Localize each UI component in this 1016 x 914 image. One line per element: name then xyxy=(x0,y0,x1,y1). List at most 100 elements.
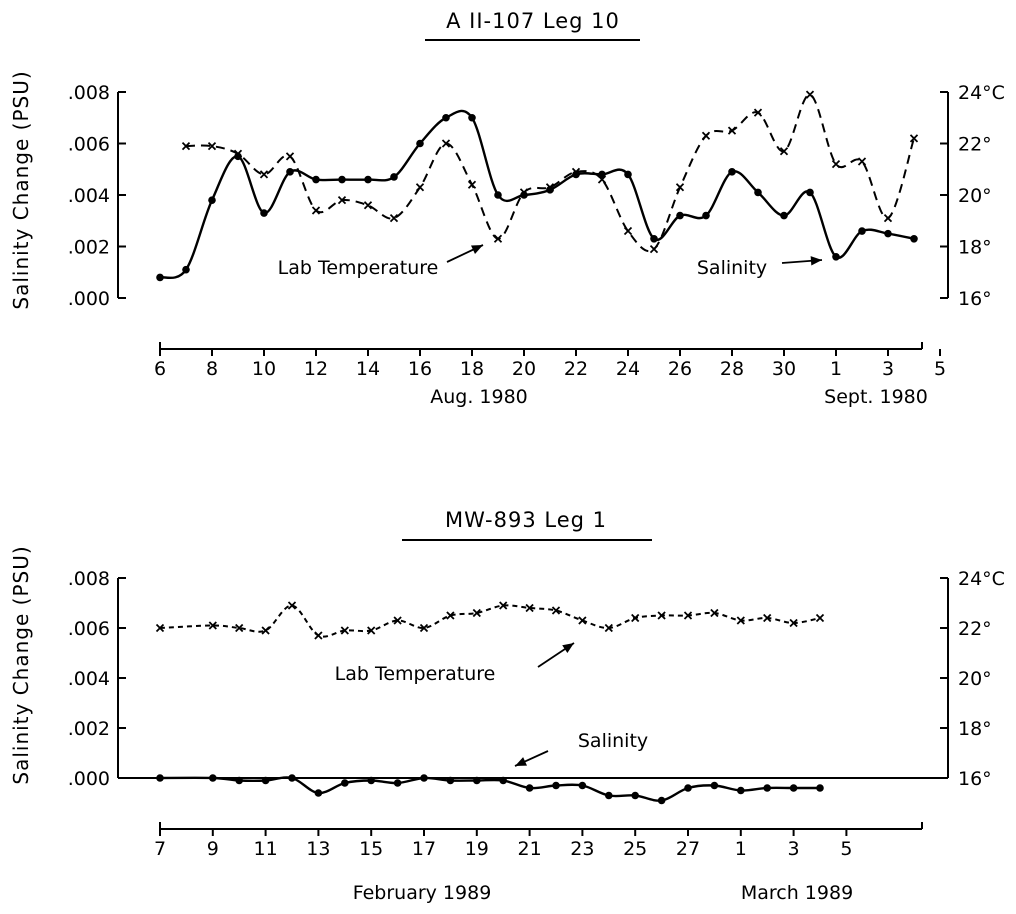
data-point-lab-temperature xyxy=(499,601,508,610)
marker-stroke xyxy=(710,608,719,618)
data-point-salinity xyxy=(261,776,270,785)
data-point-lab-temperature xyxy=(578,616,587,625)
data-point-lab-temperature xyxy=(815,613,825,623)
data-point-salinity xyxy=(235,776,243,785)
data-point-lab-temperature xyxy=(208,621,217,630)
data-point-lab-temperature xyxy=(701,131,711,140)
x-tick-label: 1 xyxy=(735,838,747,860)
marker-stroke xyxy=(287,601,297,610)
data-point-lab-temperature xyxy=(261,626,270,635)
y-tick-label: .000 xyxy=(68,768,110,790)
data-point-salinity xyxy=(208,196,216,204)
x-tick-label: 25 xyxy=(623,838,647,860)
data-point-lab-temperature xyxy=(597,175,607,184)
x-month-label: February 1989 xyxy=(353,882,492,904)
y-tick-label: .008 xyxy=(68,82,110,104)
data-point-salinity xyxy=(624,170,632,179)
x-month-label: March 1989 xyxy=(741,882,853,904)
marker-stroke xyxy=(393,616,402,625)
data-point-salinity xyxy=(314,789,323,797)
y2-tick-label: 18° xyxy=(958,718,992,740)
data-point-salinity xyxy=(420,774,428,782)
data-point-lab-temperature xyxy=(340,626,349,635)
data-point-lab-temperature xyxy=(467,180,477,189)
data-point-lab-temperature xyxy=(363,201,373,210)
y2-tick-label: 20° xyxy=(958,185,992,207)
data-point-salinity xyxy=(364,175,372,184)
data-point-salinity xyxy=(763,784,771,792)
marker-stroke xyxy=(337,196,347,205)
series-line-lab-temperature xyxy=(159,604,821,638)
data-point-lab-temperature xyxy=(779,147,789,156)
marker-stroke xyxy=(675,183,685,192)
y-tick-label: .002 xyxy=(68,718,110,740)
x-tick-label: 8 xyxy=(206,358,218,380)
x-tick-label: 1 xyxy=(830,358,842,380)
marker-stroke xyxy=(763,613,772,623)
y2-tick-label: 16° xyxy=(958,288,992,310)
x-tick-label: 23 xyxy=(570,838,594,860)
marker-stroke xyxy=(446,611,455,620)
data-point-salinity xyxy=(341,779,349,787)
marker-stroke xyxy=(649,244,659,254)
data-point-salinity xyxy=(286,168,294,176)
data-point-salinity xyxy=(525,784,534,792)
x-tick-label: 30 xyxy=(772,358,796,380)
y-tick-label: .006 xyxy=(68,134,110,156)
data-point-salinity xyxy=(338,175,346,184)
data-point-lab-temperature xyxy=(311,206,321,215)
data-point-salinity xyxy=(156,273,164,282)
marker-stroke xyxy=(415,183,425,192)
data-point-salinity xyxy=(676,211,684,220)
x-tick-label: 20 xyxy=(512,358,536,380)
data-point-salinity xyxy=(260,209,268,217)
data-point-lab-temperature xyxy=(883,214,893,223)
y2-tick-label: 20° xyxy=(958,668,992,690)
data-point-lab-temperature xyxy=(367,626,376,635)
data-point-salinity xyxy=(605,791,613,800)
x-tick-label: 5 xyxy=(840,838,852,860)
marker-stroke xyxy=(701,131,711,140)
data-point-salinity xyxy=(393,779,402,787)
marker-stroke xyxy=(367,626,376,635)
data-point-lab-temperature xyxy=(649,244,659,254)
marker-stroke xyxy=(155,623,165,633)
marker-stroke xyxy=(578,616,587,625)
marker-stroke xyxy=(779,147,789,156)
marker-stroke xyxy=(789,618,798,628)
data-point-lab-temperature xyxy=(314,631,323,640)
marker-stroke xyxy=(419,623,429,633)
marker-stroke xyxy=(181,141,191,151)
x-tick-label: 7 xyxy=(154,838,166,860)
data-point-salinity xyxy=(858,227,866,235)
annotation-arrowhead xyxy=(471,245,483,254)
y-tick-label: .002 xyxy=(68,237,110,259)
data-point-salinity xyxy=(552,781,560,790)
marker-stroke xyxy=(441,139,451,148)
data-point-lab-temperature xyxy=(233,149,243,158)
data-point-lab-temperature xyxy=(753,108,763,117)
marker-stroke xyxy=(736,616,745,625)
marker-stroke xyxy=(883,214,893,223)
marker-stroke xyxy=(207,141,217,151)
y-tick-label: .008 xyxy=(68,568,110,590)
y-tick-label: .000 xyxy=(68,288,110,310)
data-point-salinity xyxy=(910,234,918,243)
data-point-salinity xyxy=(442,113,450,122)
x-month-label: Aug. 1980 xyxy=(430,386,528,408)
series-line-salinity xyxy=(159,109,915,280)
data-point-lab-temperature xyxy=(657,611,666,620)
data-point-lab-temperature xyxy=(207,141,217,151)
marker-stroke xyxy=(727,126,737,135)
x-tick-label: 19 xyxy=(465,838,489,860)
data-point-lab-temperature xyxy=(285,152,295,161)
data-point-salinity xyxy=(737,786,745,795)
series-line-salinity xyxy=(159,776,820,802)
data-point-salinity xyxy=(789,784,798,792)
marker-stroke xyxy=(235,623,244,633)
data-point-salinity xyxy=(684,784,692,792)
x-tick-label: 5 xyxy=(934,358,946,380)
data-point-lab-temperature xyxy=(551,606,561,615)
data-point-lab-temperature xyxy=(259,170,269,179)
data-point-lab-temperature xyxy=(727,126,737,135)
